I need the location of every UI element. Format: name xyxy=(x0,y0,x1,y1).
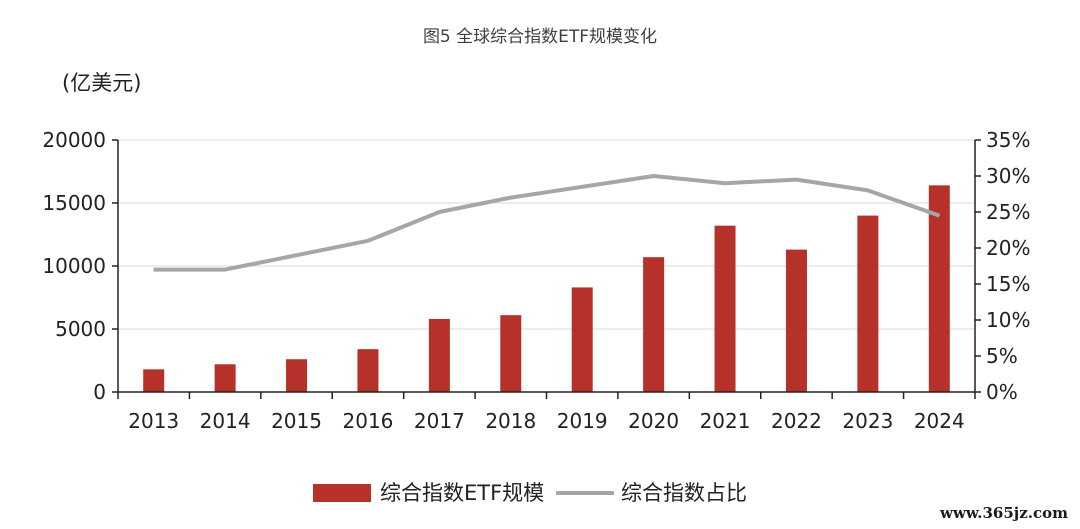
right-tick-label: 35% xyxy=(986,128,1030,152)
x-tick-label: 2016 xyxy=(343,409,394,433)
bar xyxy=(286,359,308,392)
x-tick-label: 2017 xyxy=(414,409,465,433)
bar xyxy=(143,369,165,392)
legend-bar-swatch xyxy=(313,484,371,502)
share-line xyxy=(153,174,940,272)
line-point xyxy=(724,182,726,184)
bar xyxy=(357,349,379,392)
bar xyxy=(714,225,736,392)
line-point xyxy=(438,211,440,213)
left-tick-label: 5000 xyxy=(55,317,106,341)
line-point xyxy=(795,179,797,181)
line-point xyxy=(653,175,655,177)
bar xyxy=(500,315,522,392)
legend-bar-label: 综合指数ETF规模 xyxy=(380,481,544,505)
bar xyxy=(214,364,236,392)
left-tick-label: 20000 xyxy=(42,128,106,152)
x-tick-label: 2020 xyxy=(628,409,679,433)
line-point xyxy=(224,269,226,271)
legend-line-label: 综合指数占比 xyxy=(621,481,747,505)
x-tick-label: 2014 xyxy=(200,409,251,433)
x-axis-ticks: 2013 2014 2015 2016 2017 2018 2019 2020 2021 2022… xyxy=(117,392,976,433)
right-tick-label: 5% xyxy=(986,344,1018,368)
right-tick-label: 10% xyxy=(986,308,1030,332)
line-series xyxy=(153,174,940,272)
x-tick-label: 2013 xyxy=(128,409,179,433)
bar xyxy=(571,287,593,392)
line-point xyxy=(867,189,869,191)
line-point xyxy=(581,186,583,188)
right-axis-ticks: 0% 5% 10% 15% 20% 25% 30% 35% xyxy=(975,128,1030,404)
bar xyxy=(643,257,665,392)
x-tick-label: 2022 xyxy=(771,409,822,433)
x-tick-label: 2018 xyxy=(485,409,536,433)
left-tick-label: 15000 xyxy=(42,191,106,215)
right-tick-label: 30% xyxy=(986,164,1030,188)
bar xyxy=(857,215,879,392)
x-tick-label: 2019 xyxy=(557,409,608,433)
line-point xyxy=(153,269,155,271)
line-point xyxy=(938,215,940,217)
line-point xyxy=(510,197,512,199)
watermark: www.365jz.com xyxy=(939,504,1068,522)
left-tick-label: 0 xyxy=(93,380,106,404)
legend: 综合指数ETF规模 综合指数占比 xyxy=(313,481,747,505)
gridlines xyxy=(118,139,975,330)
right-tick-label: 15% xyxy=(986,272,1030,296)
bar xyxy=(928,185,950,392)
right-tick-label: 25% xyxy=(986,200,1030,224)
line-point xyxy=(367,240,369,242)
left-axis-ticks: 0 5000 10000 15000 20000 xyxy=(42,128,118,404)
bar xyxy=(785,249,807,392)
chart-title: 图5 全球综合指数ETF规模变化 xyxy=(423,27,657,47)
bar xyxy=(428,318,450,392)
right-tick-label: 20% xyxy=(986,236,1030,260)
x-tick-label: 2023 xyxy=(842,409,893,433)
right-tick-label: 0% xyxy=(986,380,1018,404)
line-point xyxy=(296,254,298,256)
x-tick-label: 2015 xyxy=(271,409,322,433)
x-tick-label: 2024 xyxy=(914,409,965,433)
y-axis-unit-label: (亿美元) xyxy=(62,71,141,95)
bar-series xyxy=(143,185,950,392)
left-tick-label: 10000 xyxy=(42,254,106,278)
x-tick-label: 2021 xyxy=(700,409,751,433)
